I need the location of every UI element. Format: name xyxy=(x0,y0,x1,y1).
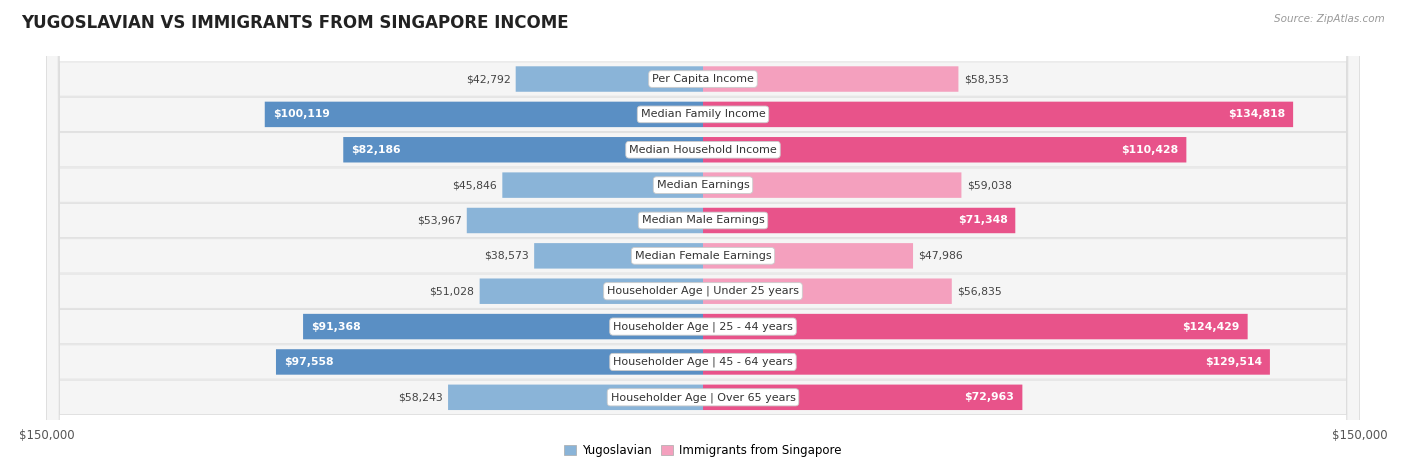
Text: Source: ZipAtlas.com: Source: ZipAtlas.com xyxy=(1274,14,1385,24)
Text: Householder Age | 25 - 44 years: Householder Age | 25 - 44 years xyxy=(613,321,793,332)
FancyBboxPatch shape xyxy=(276,349,703,375)
Text: $82,186: $82,186 xyxy=(352,145,401,155)
Text: $47,986: $47,986 xyxy=(918,251,963,261)
FancyBboxPatch shape xyxy=(343,137,703,163)
Text: $71,348: $71,348 xyxy=(957,215,1008,226)
FancyBboxPatch shape xyxy=(46,0,1360,467)
FancyBboxPatch shape xyxy=(703,349,1270,375)
Text: $124,429: $124,429 xyxy=(1182,322,1240,332)
Text: Median Family Income: Median Family Income xyxy=(641,109,765,120)
Text: $38,573: $38,573 xyxy=(484,251,529,261)
Text: $42,792: $42,792 xyxy=(465,74,510,84)
Text: $58,243: $58,243 xyxy=(398,392,443,402)
FancyBboxPatch shape xyxy=(703,172,962,198)
FancyBboxPatch shape xyxy=(703,314,1247,340)
Text: $58,353: $58,353 xyxy=(963,74,1008,84)
FancyBboxPatch shape xyxy=(703,278,952,304)
Text: $91,368: $91,368 xyxy=(311,322,360,332)
FancyBboxPatch shape xyxy=(46,0,1360,467)
Text: $110,428: $110,428 xyxy=(1122,145,1178,155)
FancyBboxPatch shape xyxy=(46,0,1360,467)
FancyBboxPatch shape xyxy=(703,102,1294,127)
Text: $129,514: $129,514 xyxy=(1205,357,1263,367)
Legend: Yugoslavian, Immigrants from Singapore: Yugoslavian, Immigrants from Singapore xyxy=(560,439,846,462)
FancyBboxPatch shape xyxy=(46,0,1360,467)
FancyBboxPatch shape xyxy=(467,208,703,233)
Text: Median Household Income: Median Household Income xyxy=(628,145,778,155)
Text: Median Male Earnings: Median Male Earnings xyxy=(641,215,765,226)
Text: Householder Age | Under 25 years: Householder Age | Under 25 years xyxy=(607,286,799,297)
FancyBboxPatch shape xyxy=(46,0,1360,467)
FancyBboxPatch shape xyxy=(703,66,959,92)
Text: Householder Age | Over 65 years: Householder Age | Over 65 years xyxy=(610,392,796,403)
FancyBboxPatch shape xyxy=(46,0,1360,467)
FancyBboxPatch shape xyxy=(46,0,1360,467)
FancyBboxPatch shape xyxy=(479,278,703,304)
Text: Median Earnings: Median Earnings xyxy=(657,180,749,190)
FancyBboxPatch shape xyxy=(46,0,1360,467)
Text: Householder Age | 45 - 64 years: Householder Age | 45 - 64 years xyxy=(613,357,793,367)
FancyBboxPatch shape xyxy=(703,137,1187,163)
Text: $97,558: $97,558 xyxy=(284,357,333,367)
FancyBboxPatch shape xyxy=(534,243,703,269)
Text: Median Female Earnings: Median Female Earnings xyxy=(634,251,772,261)
FancyBboxPatch shape xyxy=(516,66,703,92)
Text: YUGOSLAVIAN VS IMMIGRANTS FROM SINGAPORE INCOME: YUGOSLAVIAN VS IMMIGRANTS FROM SINGAPORE… xyxy=(21,14,568,32)
Text: $100,119: $100,119 xyxy=(273,109,329,120)
FancyBboxPatch shape xyxy=(304,314,703,340)
FancyBboxPatch shape xyxy=(703,243,912,269)
FancyBboxPatch shape xyxy=(449,385,703,410)
Text: Per Capita Income: Per Capita Income xyxy=(652,74,754,84)
FancyBboxPatch shape xyxy=(264,102,703,127)
Text: $72,963: $72,963 xyxy=(965,392,1015,402)
Text: $134,818: $134,818 xyxy=(1227,109,1285,120)
Text: $56,835: $56,835 xyxy=(957,286,1002,296)
Text: $59,038: $59,038 xyxy=(967,180,1011,190)
Text: $45,846: $45,846 xyxy=(453,180,498,190)
FancyBboxPatch shape xyxy=(703,385,1022,410)
FancyBboxPatch shape xyxy=(46,0,1360,467)
FancyBboxPatch shape xyxy=(502,172,703,198)
Text: $51,028: $51,028 xyxy=(429,286,474,296)
FancyBboxPatch shape xyxy=(46,0,1360,467)
Text: $53,967: $53,967 xyxy=(416,215,461,226)
FancyBboxPatch shape xyxy=(703,208,1015,233)
